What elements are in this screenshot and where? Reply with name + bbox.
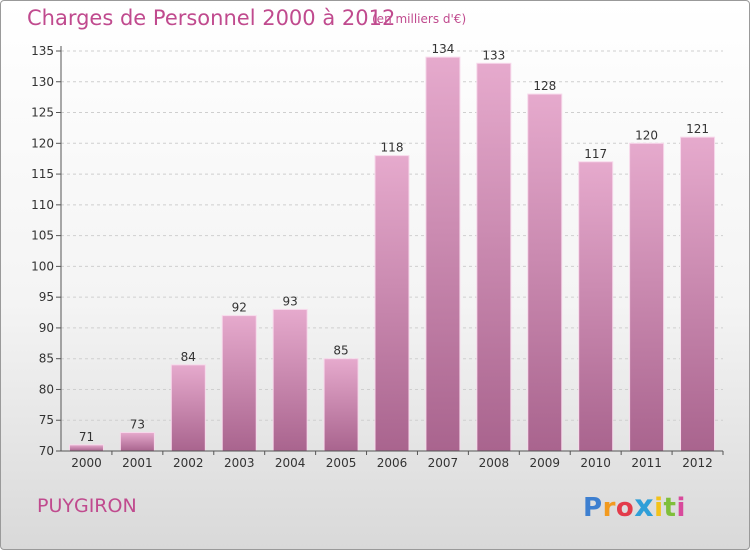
data-label: 84: [181, 350, 196, 364]
data-label: 134: [431, 42, 454, 56]
y-tick-label: 120: [31, 136, 54, 150]
chart-title: Charges de Personnel 2000 à 2012: [27, 6, 396, 30]
data-label: 92: [232, 301, 247, 315]
x-tick-label: 2003: [224, 456, 255, 470]
x-tick-labels: 2000 2001 2002 2003 2004 2005 2006 2007 2008 2009…: [71, 451, 724, 470]
y-tick-label: 80: [39, 382, 54, 396]
y-tick-label: 95: [39, 290, 54, 304]
axes: [60, 46, 723, 452]
x-tick-label: 2000: [71, 456, 102, 470]
bar-2006: [374, 155, 410, 452]
logo-letter: t: [663, 493, 677, 523]
bar-2001: [119, 432, 155, 452]
bar-2002: [170, 364, 206, 452]
x-tick-label: 2007: [428, 456, 459, 470]
y-tick-label: 130: [31, 75, 54, 89]
chart-subtitle: (en milliers d'€): [372, 12, 467, 26]
proxiti-logo: Proxiti: [583, 489, 686, 524]
data-label: 133: [482, 48, 505, 62]
y-tick-label: 100: [31, 259, 54, 273]
y-tick-label: 125: [31, 106, 54, 120]
logo-letter: x: [634, 489, 655, 524]
logo-letter: r: [602, 493, 616, 523]
logo-letter: i: [676, 493, 686, 523]
data-label: 117: [584, 147, 607, 161]
data-label: 121: [686, 122, 709, 136]
x-tick-label: 2006: [377, 456, 408, 470]
x-tick-label: 2004: [275, 456, 306, 470]
x-tick-label: 2002: [173, 456, 204, 470]
y-tick-label: 115: [31, 167, 54, 181]
x-tick-label: 2010: [580, 456, 611, 470]
bar-2007: [425, 56, 461, 452]
data-label: 71: [79, 430, 94, 444]
data-label: 118: [381, 141, 404, 155]
bar-2011: [629, 142, 665, 452]
x-tick-label: 2009: [529, 456, 560, 470]
bar-2008: [476, 62, 512, 452]
x-tick-label: 2005: [326, 456, 357, 470]
logo-letter: P: [583, 493, 603, 523]
data-label: 73: [130, 418, 145, 432]
x-tick-label: 2001: [122, 456, 153, 470]
logo-letter: o: [615, 493, 635, 523]
x-tick-label: 2011: [631, 456, 662, 470]
bar-2004: [272, 308, 308, 452]
x-tick-label: 2008: [479, 456, 510, 470]
y-tick-label: 70: [39, 444, 54, 458]
data-label: 85: [333, 344, 348, 358]
y-tick-label: 90: [39, 321, 54, 335]
data-label: 93: [283, 294, 298, 308]
commune-name: PUYGIRON: [37, 495, 137, 517]
y-tick-label: 110: [31, 198, 54, 212]
bar-2003: [221, 315, 257, 452]
y-tick-label: 75: [39, 413, 54, 427]
y-tick-labels: 70 75 80 85 90 95 100 105 110 115 120 125 130 135: [31, 44, 61, 458]
bar-2010: [578, 161, 614, 452]
y-tick-label: 85: [39, 352, 54, 366]
bar-2012: [680, 136, 716, 452]
bar-2009: [527, 93, 563, 452]
data-label: 120: [635, 128, 658, 142]
bar-2000: [68, 444, 104, 452]
y-tick-label: 105: [31, 229, 54, 243]
data-labels: 71 73 84 92 93 85 118 134 133 128 117 120 121: [79, 42, 709, 444]
y-tick-label: 135: [31, 44, 54, 58]
bars: [68, 56, 716, 452]
data-label: 128: [533, 79, 556, 93]
x-tick-label: 2012: [682, 456, 713, 470]
bar-2005: [323, 358, 359, 452]
logo-letter: i: [654, 493, 664, 523]
